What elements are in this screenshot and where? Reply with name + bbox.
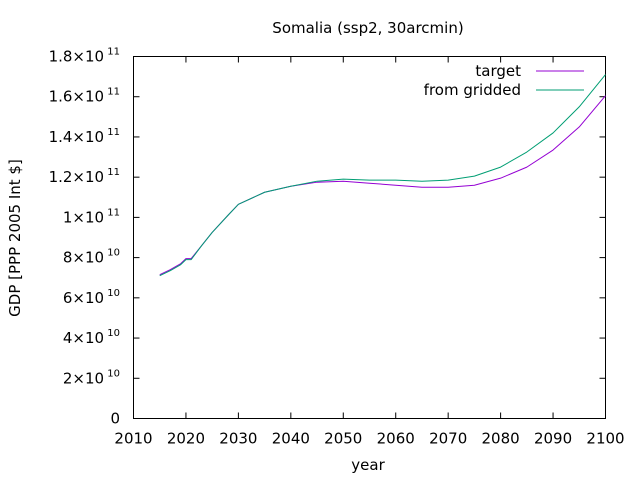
y-tick-label: 2×10 10	[63, 368, 120, 387]
y-tick-label: 1.8×10 11	[49, 47, 120, 66]
x-tick-label: 2090	[534, 430, 572, 448]
y-tick-exponent: 11	[104, 127, 120, 138]
x-tick-label: 2070	[429, 430, 467, 448]
series-line-target	[159, 95, 606, 276]
y-tick-mantissa: 1.6×10	[49, 88, 105, 106]
chart-title: Somalia (ssp2, 30arcmin)	[272, 19, 463, 37]
y-tick-mantissa: 1.4×10	[49, 128, 105, 146]
y-tick-label: 6×10 10	[63, 288, 120, 307]
y-tick-label: 0	[110, 410, 120, 428]
x-tick-label: 2100	[586, 430, 624, 448]
x-tick-label: 2010	[114, 430, 152, 448]
y-tick-label: 1×10 11	[63, 207, 120, 226]
legend-label: target	[475, 62, 521, 80]
y-tick-exponent: 10	[104, 288, 120, 299]
y-tick-mantissa: 8×10	[63, 249, 104, 267]
y-tick-exponent: 11	[104, 167, 120, 178]
y-tick-mantissa: 2×10	[63, 369, 104, 387]
y-tick-exponent: 11	[104, 87, 120, 98]
x-tick-label: 2080	[482, 430, 520, 448]
y-tick-exponent: 10	[104, 328, 120, 339]
y-tick-exponent: 11	[104, 47, 120, 58]
y-tick-label: 4×10 10	[63, 328, 120, 347]
y-tick-exponent: 10	[104, 368, 120, 379]
x-axis: 2010 2020 2030 2040 2050 2060 2070 2080 2090 2100	[114, 56, 625, 448]
plot-frame	[133, 56, 606, 419]
y-tick-mantissa: 1.2×10	[49, 168, 105, 186]
y-axis: 02×10 104×10 106×10 108×10 101×10 111.2×…	[49, 47, 606, 428]
y-tick-mantissa: 6×10	[63, 289, 104, 307]
y-tick-label: 1.6×10 11	[49, 87, 120, 106]
y-tick-exponent: 10	[104, 248, 120, 259]
y-tick-mantissa: 1.8×10	[49, 48, 105, 66]
y-tick-label: 8×10 10	[63, 248, 120, 267]
y-tick-mantissa: 0	[110, 410, 120, 428]
y-tick-mantissa: 4×10	[63, 329, 104, 347]
legend-label: from gridded	[424, 81, 521, 99]
x-tick-label: 2020	[167, 430, 205, 448]
x-tick-label: 2040	[272, 430, 310, 448]
series-line-from-gridded	[159, 74, 606, 277]
y-tick-mantissa: 1×10	[63, 208, 104, 226]
y-tick-label: 1.4×10 11	[49, 127, 120, 146]
x-tick-label: 2030	[219, 430, 257, 448]
y-axis-title: GDP [PPP 2005 Int $]	[6, 159, 24, 317]
y-tick-exponent: 11	[104, 207, 120, 218]
x-tick-label: 2050	[324, 430, 362, 448]
x-tick-label: 2060	[377, 430, 415, 448]
x-axis-title: year	[351, 456, 385, 474]
y-tick-label: 1.2×10 11	[49, 167, 120, 186]
series-layer	[159, 74, 606, 277]
